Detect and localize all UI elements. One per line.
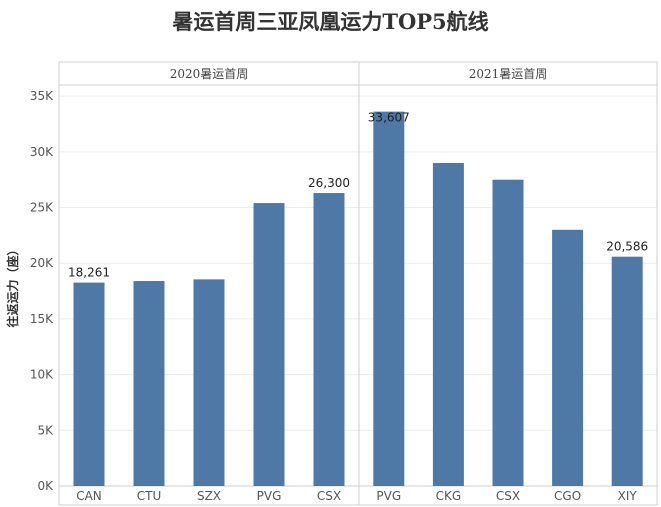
bar xyxy=(133,281,165,486)
data-label: 33,607 xyxy=(368,111,410,125)
x-tick-label: CKG xyxy=(436,489,462,503)
y-tick-label: 30K xyxy=(30,145,54,159)
x-tick-label: XIY xyxy=(618,489,638,503)
x-tick-label: CGO xyxy=(554,489,581,503)
bar xyxy=(432,162,464,486)
x-tick-label: CTU xyxy=(137,489,162,503)
chart-title: 暑运首周三亚凤凰运力TOP5航线 xyxy=(172,9,489,34)
bar xyxy=(253,203,285,487)
y-tick-label: 20K xyxy=(30,256,54,270)
y-tick-label: 0K xyxy=(37,479,54,493)
x-tick-label: CSX xyxy=(496,489,520,503)
x-tick-label: CAN xyxy=(76,489,102,503)
y-tick-label: 15K xyxy=(30,312,54,326)
y-tick-label: 10K xyxy=(30,368,54,382)
x-tick-label: SZX xyxy=(197,489,221,503)
y-tick-label: 25K xyxy=(30,201,54,215)
y-tick-label: 5K xyxy=(37,423,54,437)
x-tick-label: PVG xyxy=(376,489,401,503)
data-label: 26,300 xyxy=(308,176,350,190)
y-tick-label: 35K xyxy=(30,89,54,103)
panel-header: 2021暑运首周 xyxy=(469,67,548,81)
plot-frame xyxy=(58,61,658,506)
data-label: 18,261 xyxy=(68,266,110,280)
bar xyxy=(193,279,225,486)
x-tick-label: PVG xyxy=(257,489,282,503)
bar xyxy=(492,179,524,487)
bar xyxy=(611,256,643,486)
y-axis-title: 往返运力（座） xyxy=(5,243,20,327)
bar xyxy=(552,229,584,487)
x-tick-label: CSX xyxy=(317,489,341,503)
data-label: 20,586 xyxy=(606,240,648,254)
panel-header: 2020暑运首周 xyxy=(170,67,249,81)
bar xyxy=(313,193,345,486)
bar xyxy=(373,111,405,486)
bar xyxy=(73,282,105,486)
